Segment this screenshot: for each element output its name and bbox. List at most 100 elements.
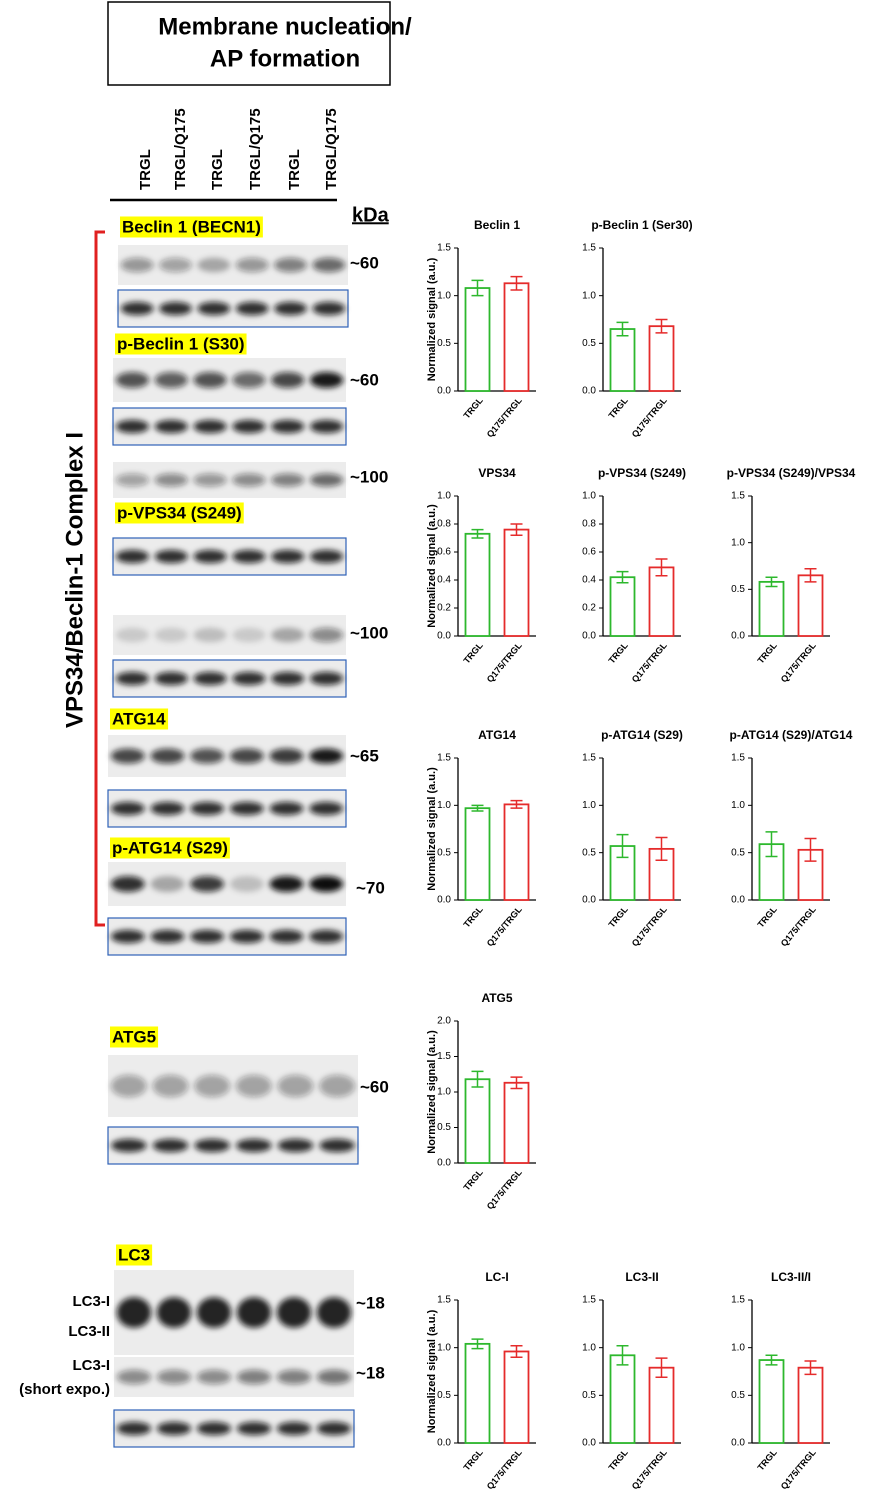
band (196, 1297, 232, 1328)
y-tick-label: 0.5 (437, 338, 451, 349)
lane-label: TRGL (137, 149, 154, 190)
kda-value: ~65 (350, 746, 379, 765)
bar (464, 287, 491, 392)
y-tick-label: 1.0 (437, 1087, 451, 1098)
blot-bg (118, 245, 348, 285)
x-tick-label: Q175/TRGL (779, 1447, 818, 1491)
bar (758, 1359, 785, 1444)
error-bar (510, 799, 523, 809)
band (150, 876, 185, 892)
bar (503, 1350, 530, 1444)
error-bar (510, 1345, 523, 1358)
band (154, 627, 188, 643)
lane-label: TRGL/Q175 (323, 108, 340, 190)
band (312, 257, 346, 273)
y-tick-label: 0.5 (582, 338, 596, 349)
blot-label: p-ATG14 (S29) (112, 838, 228, 857)
error-bar (804, 1360, 817, 1376)
band (116, 1421, 152, 1436)
band (193, 419, 227, 434)
blot-bg (108, 1055, 358, 1117)
kda-value: ~100 (350, 623, 388, 642)
bar (503, 528, 530, 637)
band (115, 372, 150, 388)
band (150, 748, 185, 764)
band (309, 801, 344, 816)
error-bar (616, 1345, 629, 1366)
error-bar (616, 833, 629, 859)
band (276, 1297, 312, 1328)
bar (503, 282, 530, 392)
band (232, 627, 266, 643)
band (190, 748, 225, 764)
x-tick-label: Q175/TRGL (630, 640, 669, 684)
band (232, 372, 266, 388)
y-tick-label: 1.5 (437, 753, 451, 764)
y-tick-label: 0.0 (731, 631, 745, 642)
band (115, 473, 150, 487)
error-bar (765, 576, 778, 588)
chart-title: p-VPS34 (S249) (598, 466, 686, 480)
label-highlight (116, 1244, 153, 1266)
band (120, 257, 154, 273)
y-tick-label: 0.6 (437, 547, 451, 558)
band (309, 876, 344, 892)
blot-bg (114, 1357, 354, 1397)
band (309, 929, 344, 944)
y-tick-label: 0.0 (582, 1438, 596, 1449)
y-tick-label: 1.5 (582, 753, 596, 764)
band (190, 929, 225, 944)
y-tick-label: 0.0 (437, 386, 451, 397)
band (316, 1297, 352, 1328)
y-tick-label: 1.5 (437, 1051, 451, 1062)
band (235, 1138, 272, 1153)
y-tick-label: 1.0 (437, 491, 451, 502)
band (156, 1297, 192, 1328)
band (115, 627, 150, 643)
error-bar (471, 528, 484, 539)
chart-title: ATG5 (481, 991, 512, 1005)
band (116, 1297, 152, 1328)
y-axis-label: Normalized signal (a.u.) (426, 1309, 438, 1433)
error-bar (471, 1338, 484, 1350)
bar (648, 1366, 675, 1444)
x-tick-label: Q175/TRGL (485, 1167, 524, 1211)
band (229, 748, 264, 764)
blot-bg (113, 462, 346, 498)
band (154, 419, 188, 434)
band (154, 473, 188, 487)
band (194, 1138, 231, 1153)
band (269, 801, 304, 816)
band (193, 372, 227, 388)
band (196, 1421, 232, 1436)
y-tick-label: 1.0 (582, 800, 596, 811)
band (271, 627, 305, 643)
band (156, 1369, 192, 1385)
blot-bg (113, 615, 346, 655)
y-tick-label: 1.0 (437, 800, 451, 811)
bar (464, 807, 491, 901)
blot-label: p-Beclin 1 (S30) (117, 334, 245, 353)
y-tick-label: 0.5 (437, 847, 451, 858)
band (309, 473, 344, 487)
label-highlight (110, 1026, 159, 1048)
band (276, 1369, 312, 1385)
x-tick-label: TRGL (606, 1447, 630, 1473)
band (271, 671, 305, 686)
y-tick-label: 0.5 (731, 847, 745, 858)
label-highlight (115, 333, 247, 355)
band (115, 671, 150, 686)
band (110, 929, 145, 944)
band (235, 301, 269, 316)
x-tick-label: Q175/TRGL (485, 904, 524, 948)
blot-bg (108, 862, 346, 906)
blot-bg (112, 659, 347, 698)
bar (464, 532, 491, 637)
x-tick-label: TRGL (606, 640, 630, 666)
blot-bg (113, 1409, 355, 1448)
band (116, 1369, 152, 1385)
band (159, 301, 192, 316)
band (319, 1138, 356, 1153)
x-tick-label: TRGL (461, 1447, 485, 1473)
y-tick-label: 0.6 (582, 547, 596, 558)
